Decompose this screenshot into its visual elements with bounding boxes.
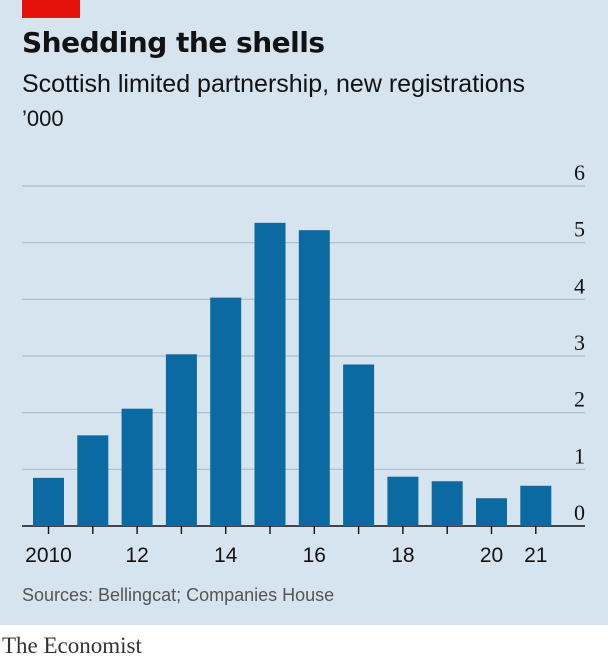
- y-tick-label: 4: [574, 273, 585, 298]
- bar-2012: [121, 408, 153, 526]
- y-tick-label: 3: [574, 330, 585, 355]
- bar-2013: [165, 354, 197, 526]
- brand-red-tag: [22, 0, 80, 18]
- economist-logo-text: The Economist: [2, 633, 142, 658]
- x-tick-label: 21: [524, 544, 547, 567]
- chart-subtitle: Scottish limited partnership, new regist…: [22, 70, 526, 98]
- x-tick-label: 2010: [25, 544, 72, 567]
- y-tick-label: 1: [574, 443, 585, 468]
- y-tick-label: 6: [574, 160, 585, 185]
- unit-label: ’000: [22, 106, 64, 131]
- bar-2017: [343, 364, 375, 526]
- bar-2015: [254, 222, 286, 526]
- y-tick-labels: 0 1 2 3 4 5 6: [574, 160, 585, 525]
- bar-2014: [210, 297, 242, 526]
- y-tick-label: 5: [574, 217, 585, 242]
- bars: [33, 222, 552, 526]
- bar-2016: [298, 230, 330, 526]
- y-tick-label: 2: [574, 387, 585, 412]
- bar-2021: [520, 485, 552, 526]
- x-tick-label: 18: [391, 544, 414, 567]
- bar-2011: [77, 435, 109, 526]
- bar-2010: [33, 477, 64, 526]
- x-tick-label: 14: [214, 544, 238, 567]
- chart-title: Shedding the shells: [22, 26, 325, 59]
- y-tick-label: 0: [574, 500, 585, 525]
- x-tick-label: 12: [125, 544, 148, 567]
- x-tick-label: 20: [480, 544, 503, 567]
- x-tick-labels: 2010 12 14 16 18 20 21: [25, 526, 547, 567]
- bar-2019: [431, 481, 463, 526]
- bar-2020: [476, 498, 507, 526]
- x-tick-label: 16: [303, 544, 326, 567]
- bar-2018: [387, 476, 419, 526]
- source-note: Sources: Bellingcat; Companies House: [22, 585, 335, 605]
